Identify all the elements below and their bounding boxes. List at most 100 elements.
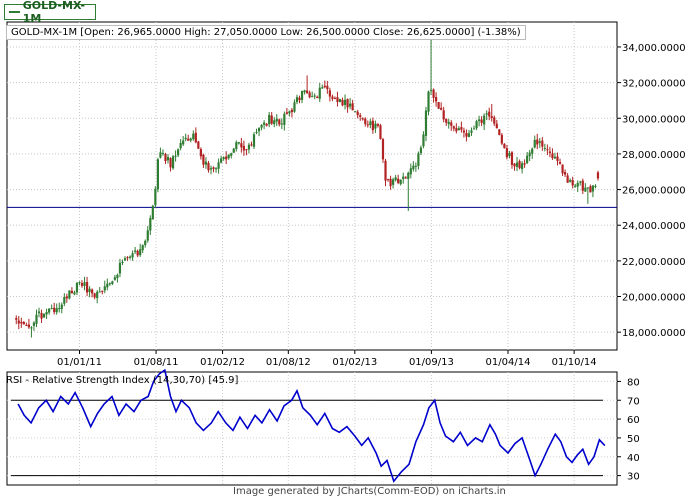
price-candle-body — [338, 99, 342, 103]
price-candle-body — [460, 127, 463, 130]
price-candle-body — [250, 144, 253, 146]
price-candle-body — [586, 187, 589, 189]
price-candle-body — [402, 176, 405, 180]
price-candle-body — [558, 161, 562, 164]
price-candle-body — [235, 142, 238, 150]
price-candle-body — [356, 111, 359, 116]
price-candle-body — [520, 163, 524, 170]
price-candle-body — [440, 107, 443, 110]
price-candle-body — [280, 123, 283, 125]
price-info-bar: GOLD-MX-1M [Open: 26,965.0000 High: 27,0… — [6, 25, 526, 40]
price-candle-body — [313, 95, 316, 97]
price-y-tick-label: 24,000.0000 — [622, 221, 686, 232]
price-candle-body — [483, 115, 486, 125]
price-candle-body — [192, 133, 195, 140]
price-candle-body — [189, 138, 192, 141]
price-candle-body — [240, 143, 243, 148]
price-candle-body — [182, 140, 185, 145]
price-candle-body — [260, 124, 263, 128]
price-candle-body — [341, 99, 344, 106]
price-candle-body — [128, 256, 132, 258]
price-candle-body — [536, 139, 539, 145]
price-candle-body — [579, 181, 582, 183]
price-candle-body — [78, 282, 81, 284]
price-candle-body — [303, 90, 306, 93]
price-candle-body — [118, 262, 122, 274]
price-candle-body — [508, 152, 511, 157]
price-candle-body — [434, 97, 438, 102]
price-candle-body — [399, 179, 402, 185]
price-candle-body — [179, 142, 182, 149]
price-candle-body — [202, 154, 205, 165]
rsi-plot-frame — [6, 371, 618, 486]
price-candle-body — [293, 102, 296, 112]
price-candle-body — [227, 154, 230, 159]
price-candle-body — [381, 139, 385, 160]
rsi-y-tick-label: 30 — [627, 472, 640, 483]
price-candle-body — [283, 113, 286, 125]
price-candle-body — [354, 111, 357, 113]
price-y-tick-label: 26,000.0000 — [622, 186, 686, 197]
price-candle-body — [538, 141, 541, 143]
price-candle-body — [566, 175, 569, 183]
rsi-y-tick-label: 70 — [627, 396, 640, 407]
price-candle-body — [584, 187, 587, 192]
price-candle-body — [543, 147, 546, 149]
price-candle-body — [452, 126, 455, 129]
price-y-tick-label: 30,000.0000 — [622, 114, 686, 125]
price-candle-body — [123, 258, 127, 261]
price-candle-body — [257, 128, 261, 132]
price-candle-body — [65, 296, 68, 299]
price-candle-body — [316, 96, 319, 99]
price-candle-body — [493, 117, 496, 124]
rsi-y-tick-label: 60 — [627, 415, 640, 426]
price-candle-body — [295, 97, 299, 103]
price-candle-body — [591, 185, 595, 192]
price-candle-body — [255, 131, 258, 133]
price-candle-body — [427, 91, 430, 112]
price-candle-body — [429, 89, 433, 91]
price-candle-body — [42, 313, 46, 318]
price-candle-body — [209, 168, 213, 170]
price-candle-body — [199, 149, 202, 157]
price-candle-body — [113, 277, 116, 280]
price-candle-body — [164, 154, 167, 162]
price-candle-body — [515, 162, 519, 167]
price-candle-body — [571, 180, 574, 186]
price-candle-body — [581, 180, 584, 191]
legend[interactable]: GOLD-MX-1M — [4, 0, 96, 25]
price-candle-body — [96, 291, 99, 299]
price-candle-body — [407, 172, 410, 179]
price-candle-body — [442, 110, 445, 120]
price-candle-body — [25, 324, 28, 326]
legend-swatch — [9, 11, 20, 13]
price-candle-body — [58, 308, 61, 310]
price-candle-body — [366, 124, 369, 126]
price-candle-body — [15, 318, 18, 320]
price-y-tick-label: 20,000.0000 — [622, 293, 686, 304]
price-candle-body — [98, 291, 101, 293]
price-candle-body — [417, 153, 420, 167]
price-candle-body — [503, 143, 506, 149]
price-candle-body — [30, 327, 33, 329]
price-candle-body — [285, 112, 288, 114]
price-candle-body — [475, 121, 478, 129]
price-candle-body — [318, 87, 321, 99]
price-candle-body — [397, 178, 400, 183]
price-candle-body — [230, 153, 233, 156]
price-candle-body — [445, 118, 448, 123]
price-candle-body — [300, 90, 304, 100]
price-candle-body — [278, 119, 281, 125]
price-candle-body — [252, 134, 256, 147]
price-candle-body — [308, 92, 311, 98]
price-candle-body — [336, 97, 339, 102]
price-candle-body — [73, 292, 76, 295]
price-candle-body — [83, 282, 86, 286]
price-candle-body — [548, 151, 552, 154]
price-plot-frame — [6, 21, 618, 351]
price-candle-body — [364, 118, 367, 125]
price-candle-body — [88, 288, 91, 292]
price-candle-body — [116, 274, 119, 279]
price-candle-body — [171, 156, 175, 169]
